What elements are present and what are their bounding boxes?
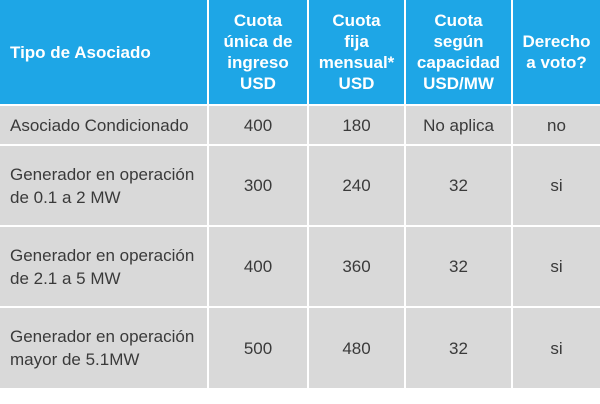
cell-cuota-unica: 500	[208, 307, 309, 390]
cell-derecho-voto: no	[512, 105, 600, 146]
header-cuota-segun-capacidad: Cuota según capacidad USD/MW	[405, 0, 513, 106]
table-row: Generador en operación mayor de 5.1MW 50…	[0, 307, 600, 390]
header-row: Tipo de Asociado Cuota única de ingreso …	[0, 0, 600, 106]
cell-cuota-fija: 180	[308, 105, 406, 146]
cell-tipo: Asociado Condicionado	[0, 105, 209, 146]
cell-tipo: Generador en operación mayor de 5.1MW	[0, 307, 209, 390]
cell-tipo: Generador en operación de 0.1 a 2 MW	[0, 145, 209, 227]
cell-derecho-voto: si	[512, 226, 600, 308]
cell-cuota-capacidad: 32	[405, 307, 513, 390]
header-tipo-de-asociado: Tipo de Asociado	[0, 0, 209, 106]
table-row: Generador en operación de 2.1 a 5 MW 400…	[0, 226, 600, 308]
cell-cuota-fija: 480	[308, 307, 406, 390]
cell-cuota-fija: 360	[308, 226, 406, 308]
table-row: Asociado Condicionado 400 180 No aplica …	[0, 105, 600, 146]
cell-tipo: Generador en operación de 2.1 a 5 MW	[0, 226, 209, 308]
cell-cuota-capacidad: No aplica	[405, 105, 513, 146]
header-cuota-unica-ingreso: Cuota única de ingreso USD	[208, 0, 309, 106]
fees-table: Tipo de Asociado Cuota única de ingreso …	[0, 0, 600, 390]
header-derecho-a-voto: Derecho a voto?	[512, 0, 600, 106]
table-row: Generador en operación de 0.1 a 2 MW 300…	[0, 145, 600, 227]
cell-cuota-unica: 400	[208, 105, 309, 146]
cell-cuota-unica: 400	[208, 226, 309, 308]
cell-cuota-unica: 300	[208, 145, 309, 227]
header-cuota-fija-mensual: Cuota fija mensual* USD	[308, 0, 406, 106]
cell-cuota-fija: 240	[308, 145, 406, 227]
cell-derecho-voto: si	[512, 145, 600, 227]
cell-derecho-voto: si	[512, 307, 600, 390]
cell-cuota-capacidad: 32	[405, 226, 513, 308]
cell-cuota-capacidad: 32	[405, 145, 513, 227]
